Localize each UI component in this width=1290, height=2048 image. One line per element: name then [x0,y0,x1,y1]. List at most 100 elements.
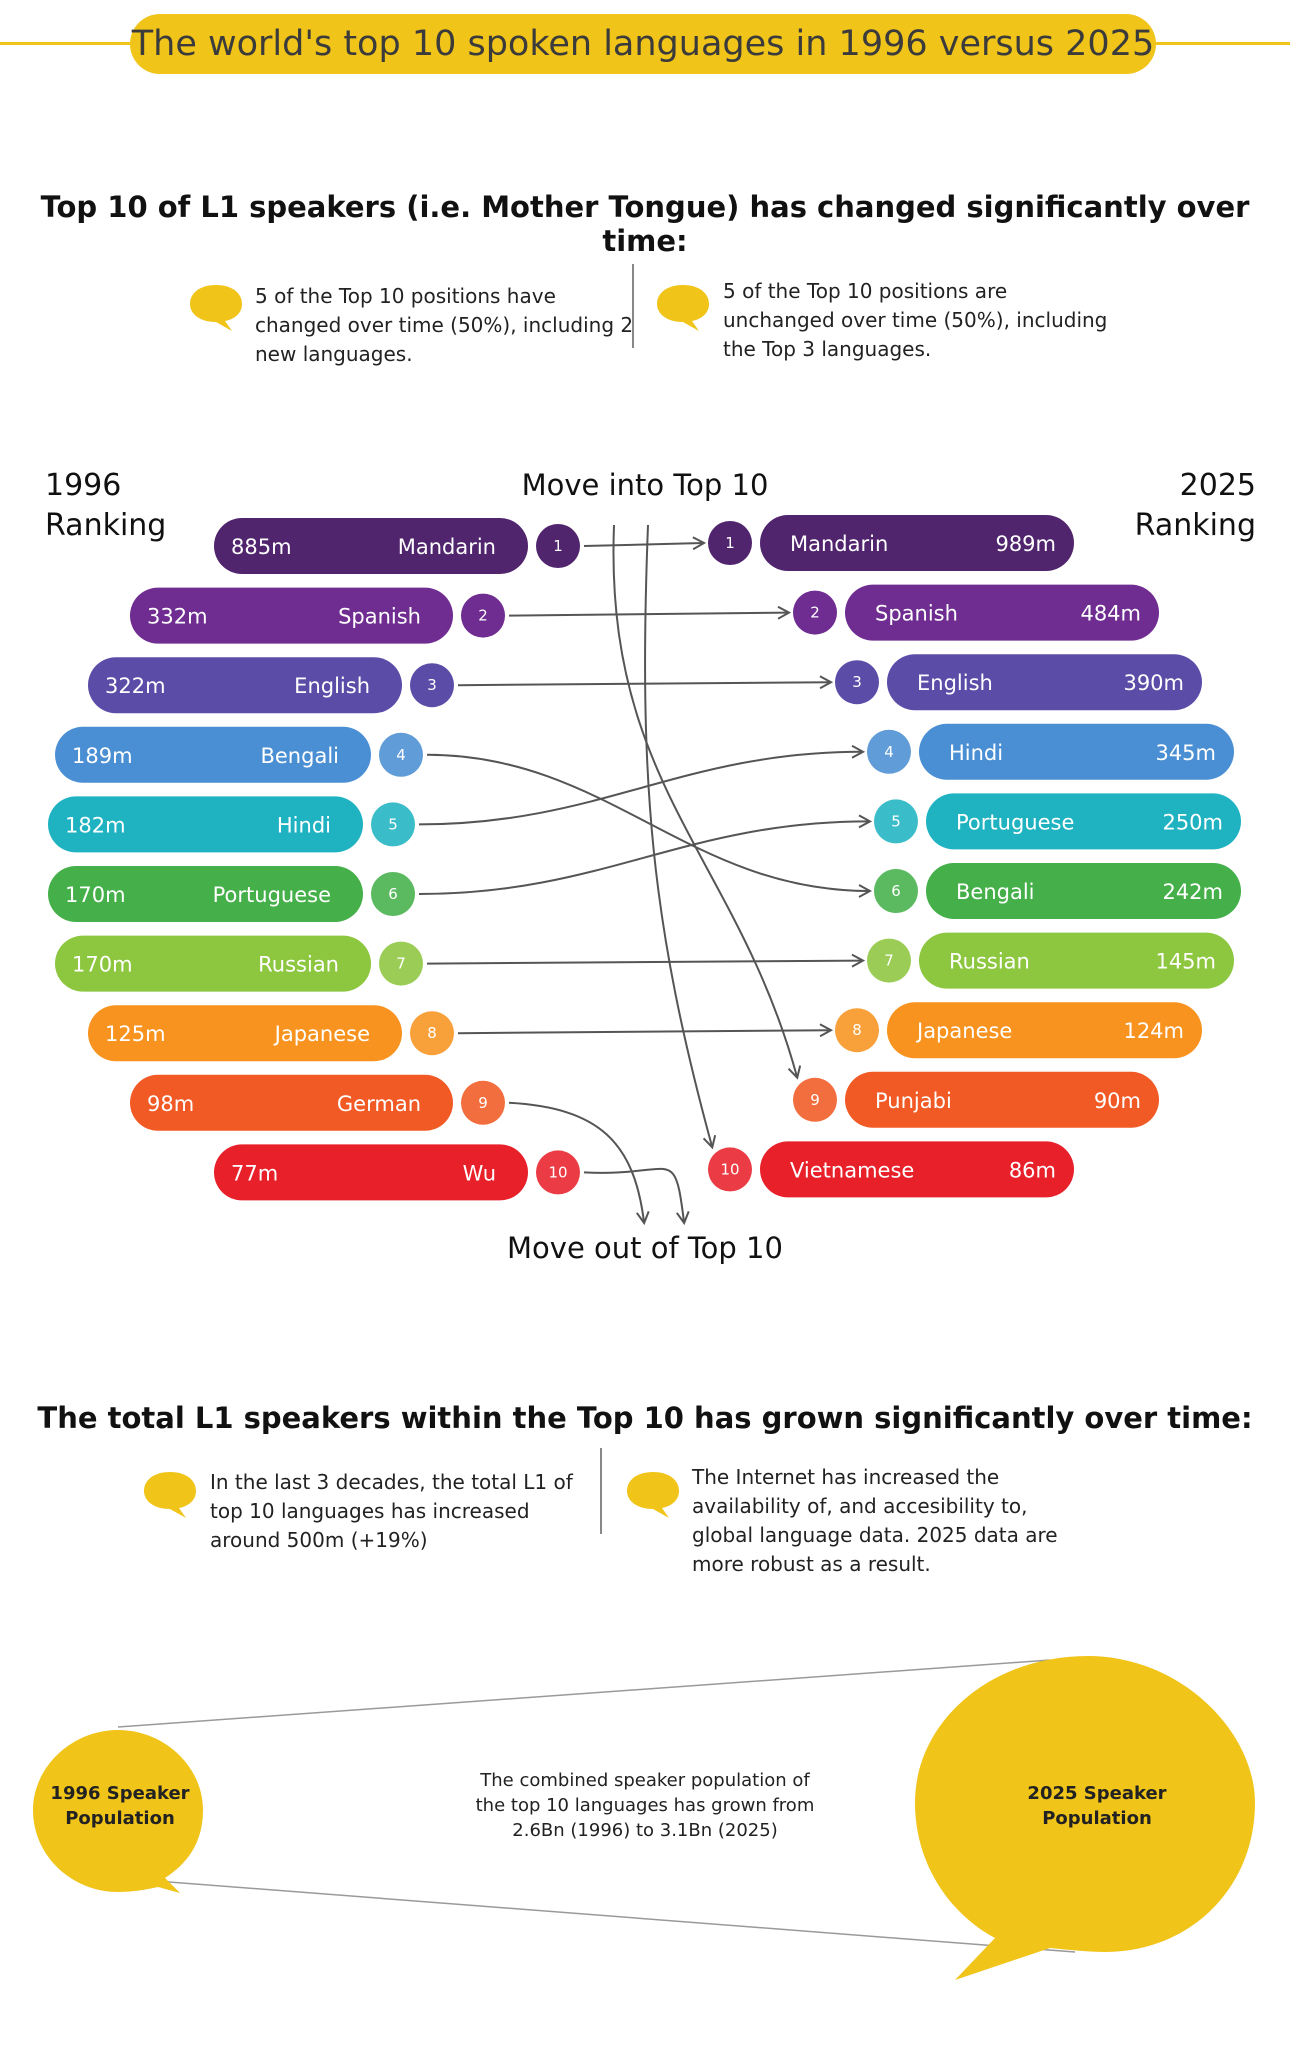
title-line-left [0,42,135,45]
section2-divider [600,1448,602,1534]
left-pill [48,866,363,922]
left-row-2: 332m Spanish 2 [130,587,505,644]
left-rank-badge [410,663,454,708]
right-speakers: 250m [1162,810,1223,834]
left-language: Hindi [277,813,331,837]
left-row-9: 98m German 9 [130,1074,505,1131]
speech-bubble-icon [657,285,709,331]
movement-arrow-in-to-9 [612,524,797,1077]
left-rank-number: 10 [548,1163,567,1181]
left-pill [88,657,402,714]
right-rank-badge [867,729,911,774]
left-speakers: 170m [65,883,126,907]
left-rank-badge [461,1080,505,1125]
left-rank-number: 8 [427,1024,437,1042]
left-language: Spanish [338,605,421,629]
connector-bottom-line [117,1877,1076,1953]
right-rank-number: 9 [810,1091,820,1109]
left-row-10: 77m Wu 10 [214,1144,580,1201]
movement-arrow-1-to-1 [583,543,703,546]
move-out-label: Move out of Top 10 [507,1231,783,1265]
left-language: Wu [463,1161,496,1185]
right-language: Japanese [915,1019,1012,1043]
left-language: Portuguese [213,883,331,907]
left-row-5: 182m Hindi 5 [48,796,415,853]
right-language: Mandarin [790,532,888,556]
section2-note-left: In the last 3 decades, the total L1 of t… [210,1470,573,1552]
right-rank-number: 3 [852,673,862,691]
left-row-6: 170m Portuguese 6 [48,866,415,922]
right-rank-badge [867,938,911,983]
left-language: Russian [258,953,339,977]
section1-note-left: 5 of the Top 10 positions have changed o… [255,284,634,366]
right-pill [919,723,1234,780]
left-speakers: 77m [231,1161,278,1185]
left-row-1: 885m Mandarin 1 [214,518,580,574]
left-rank-badge [371,872,415,916]
left-rank-number: 6 [388,885,398,903]
right-row-9: 9 Punjabi 90m [793,1071,1159,1128]
right-speakers: 86m [1009,1158,1056,1182]
slope-chart-svg: 885m Mandarin 1 332m Spanish 2 322m English 3 1 8 9… [48,515,1241,1290]
left-pill [88,1005,402,1062]
right-language: Vietnamese [790,1158,914,1182]
right-row-7: 7 Russian 145m [867,932,1234,989]
right-ranking-heading: 2025 Ranking [1134,468,1256,543]
left-speakers: 98m [147,1092,194,1116]
right-pill [845,1071,1159,1128]
right-language: Spanish [875,602,958,626]
right-rank-badge [793,1077,837,1122]
bubble-1996 [33,1730,203,1893]
left-pill [48,796,363,853]
left-speakers: 322m [105,674,166,698]
left-pill [55,726,371,783]
connector-top-line [117,1659,1051,1728]
left-rank-number: 7 [396,955,406,973]
left-language: Bengali [260,744,339,768]
right-rank-badge [793,590,837,635]
population-2025-label: 2025 Speaker Population [1027,1783,1166,1829]
right-rank-badge [708,1147,752,1192]
right-rank-number: 1 [725,534,735,552]
movement-arrow-4-to-6 [426,753,869,891]
speech-bubble-icon [190,285,242,331]
page-title: The world's top 10 spoken languages in 1… [130,14,1156,74]
right-language: Punjabi [875,1089,952,1113]
right-language: Portuguese [956,810,1074,834]
right-language: English [917,671,993,695]
right-row-5: 5 Portuguese 250m [874,793,1241,850]
left-language: Japanese [273,1022,370,1046]
movement-arrow-3-to-3 [457,682,830,685]
movement-arrow-7-to-7 [426,961,862,964]
right-row-4: 4 Hindi 345m [867,723,1234,780]
right-row-10: 10 Vietnamese 86m [708,1141,1074,1198]
left-rank-number: 4 [396,746,406,764]
left-rank-badge [461,593,505,638]
bubble-2025 [915,1656,1255,1980]
left-rank-badge [379,941,423,986]
right-pill [760,515,1074,571]
population-comparison: 1996 Speaker Population 2025 Speaker Popul… [33,1656,1255,1980]
left-rank-number: 9 [478,1094,488,1112]
right-rank-number: 6 [891,882,901,900]
right-rank-number: 2 [810,604,820,622]
right-row-1: 1 Mandarin 989m [708,515,1074,571]
left-speakers: 332m [147,605,208,629]
population-growth-text: The combined speaker population of the t… [475,1770,815,1841]
speech-bubble-icon [144,1472,196,1518]
right-speakers: 242m [1162,880,1223,904]
right-pill [919,932,1234,989]
left-pill [214,518,528,574]
right-pill [845,584,1159,641]
section1-divider [632,264,634,348]
movement-arrow-5-to-4 [418,752,862,826]
movement-arrow-8-to-8 [457,1030,830,1033]
left-language: English [294,674,370,698]
left-pill [214,1144,528,1201]
left-ranking-heading: 1996 Ranking [45,468,167,543]
right-rank-number: 7 [884,952,894,970]
left-speakers: 125m [105,1022,166,1046]
movement-arrow-2-to-2 [508,613,788,616]
section2-heading: The total L1 speakers within the Top 10 … [37,1401,1253,1435]
section2-note-right: The Internet has increased the availabil… [692,1465,1058,1576]
